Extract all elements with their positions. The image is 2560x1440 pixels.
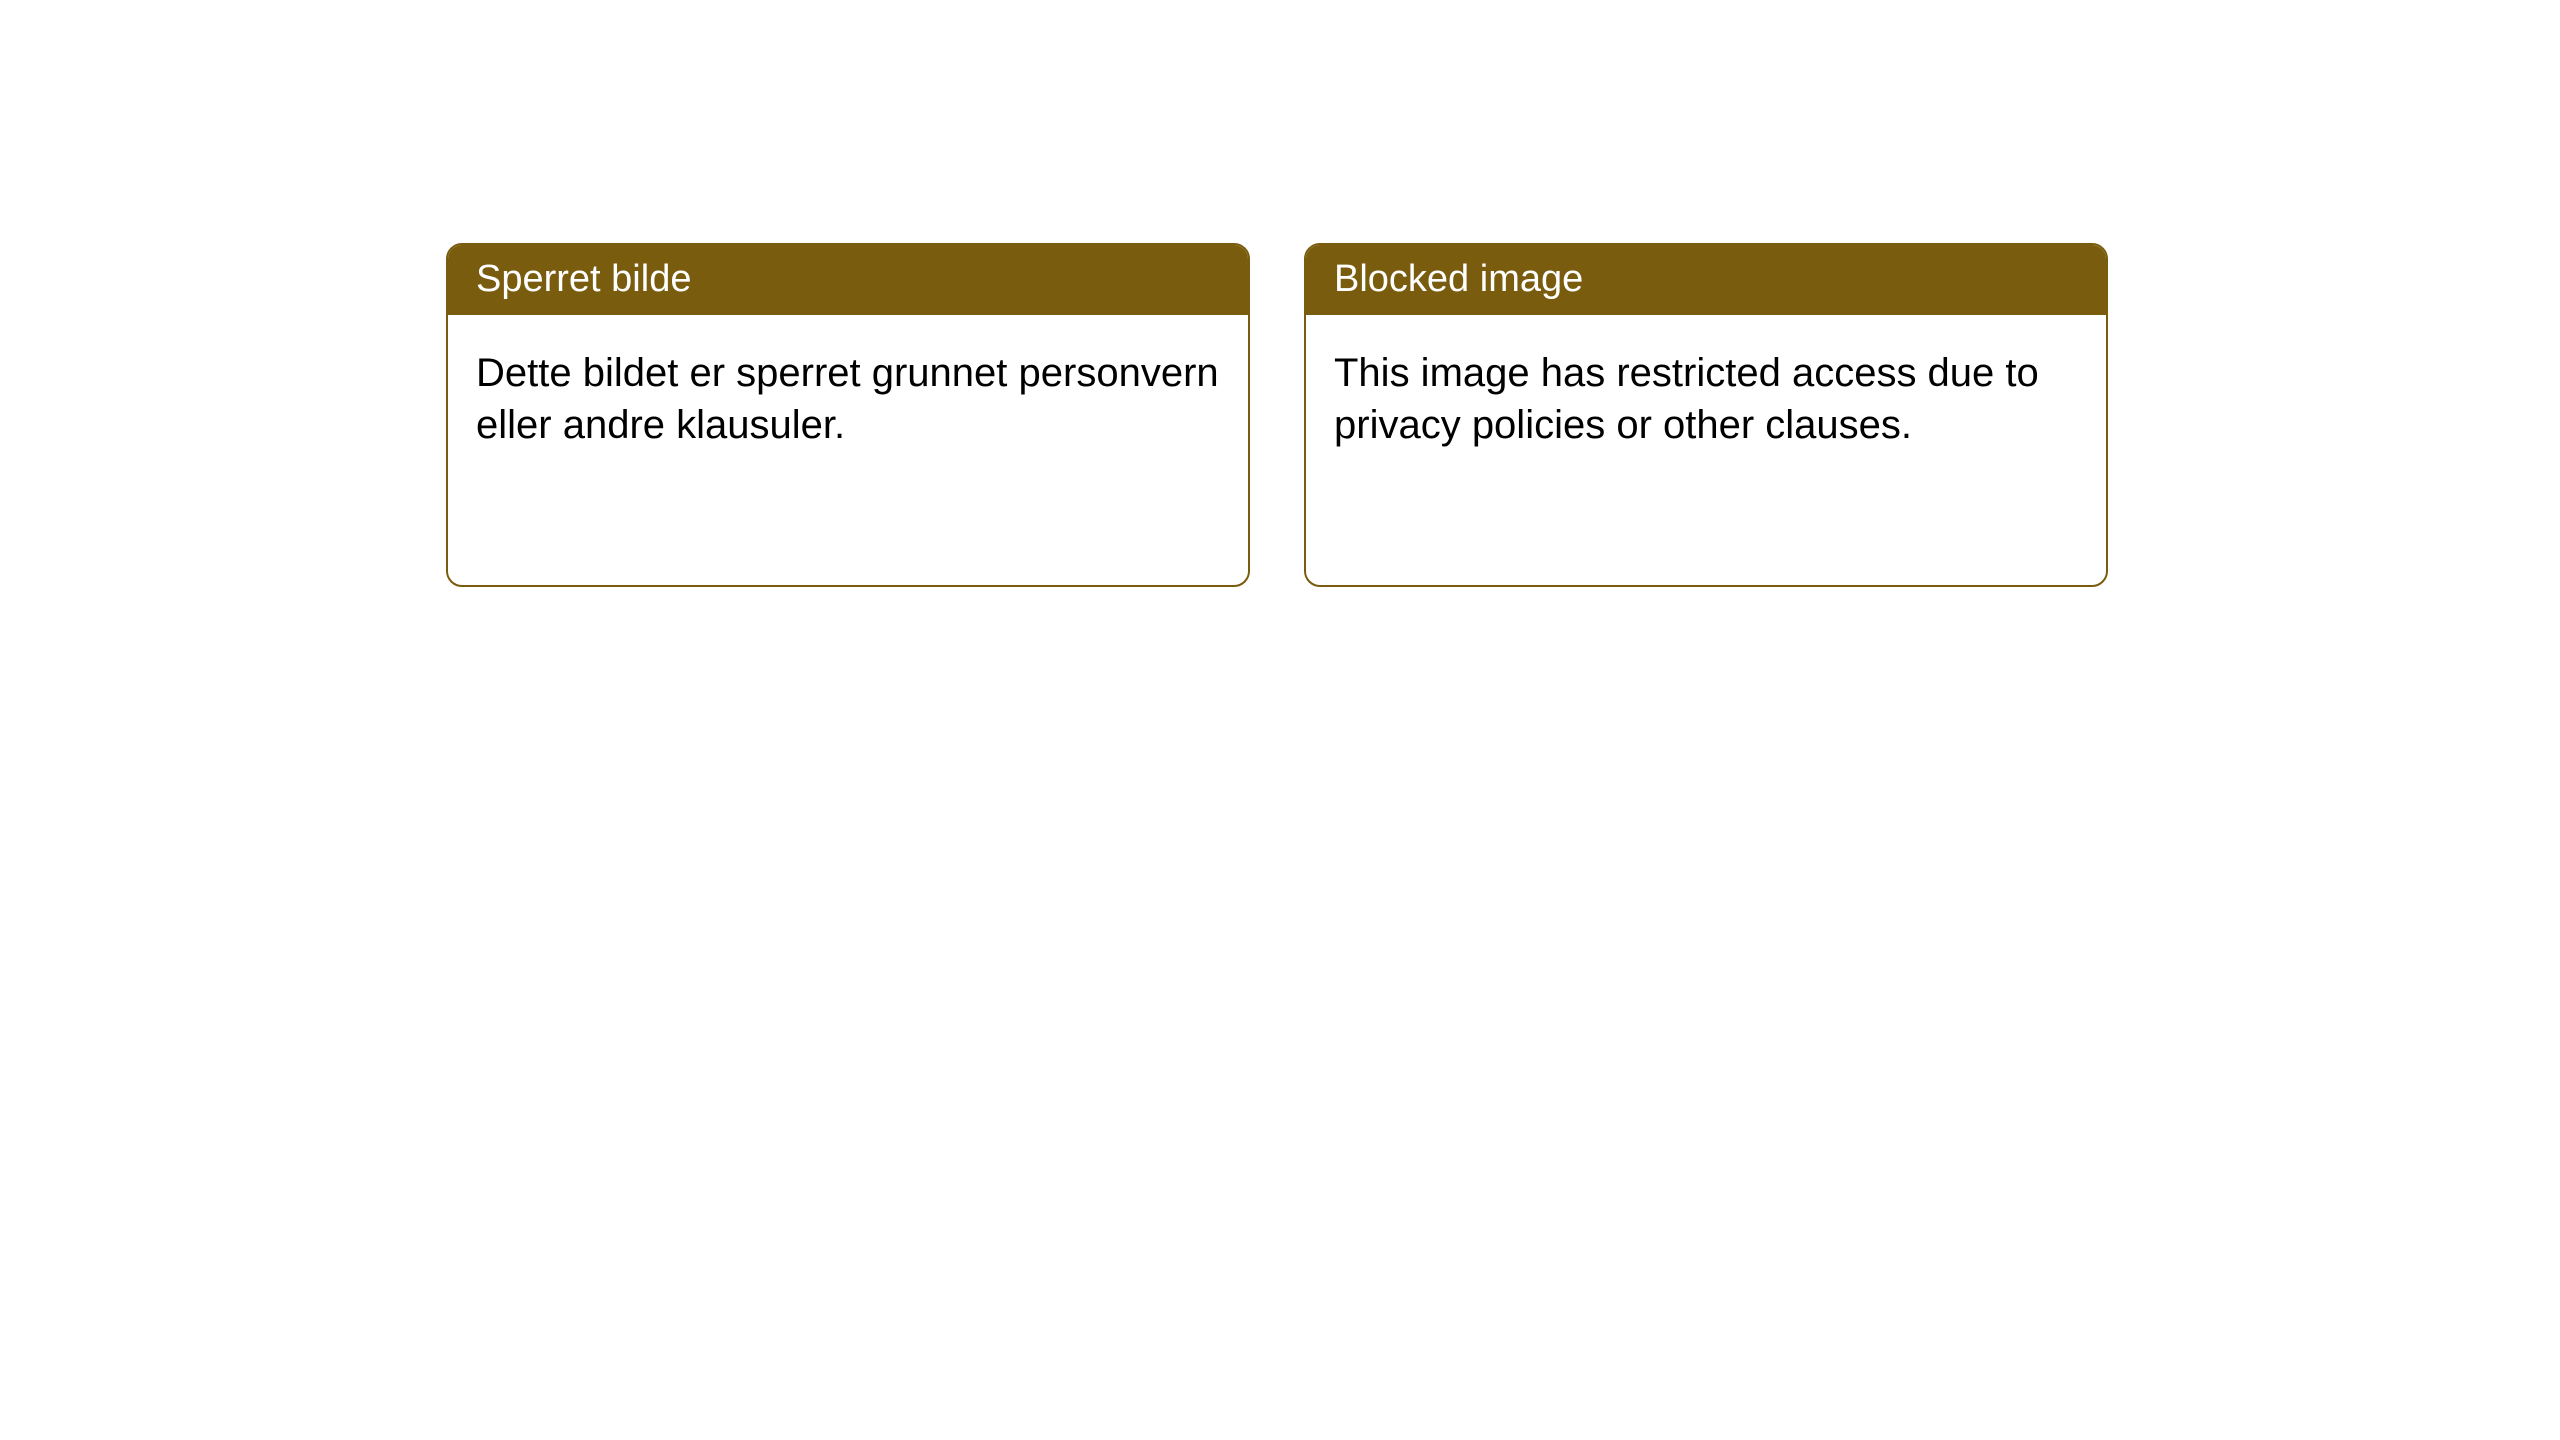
notice-header: Sperret bilde	[448, 245, 1248, 315]
notice-card-english: Blocked image This image has restricted …	[1304, 243, 2108, 587]
notice-body: This image has restricted access due to …	[1306, 315, 2106, 585]
notice-container: Sperret bilde Dette bildet er sperret gr…	[446, 243, 2108, 587]
notice-card-norwegian: Sperret bilde Dette bildet er sperret gr…	[446, 243, 1250, 587]
notice-body: Dette bildet er sperret grunnet personve…	[448, 315, 1248, 585]
notice-header: Blocked image	[1306, 245, 2106, 315]
